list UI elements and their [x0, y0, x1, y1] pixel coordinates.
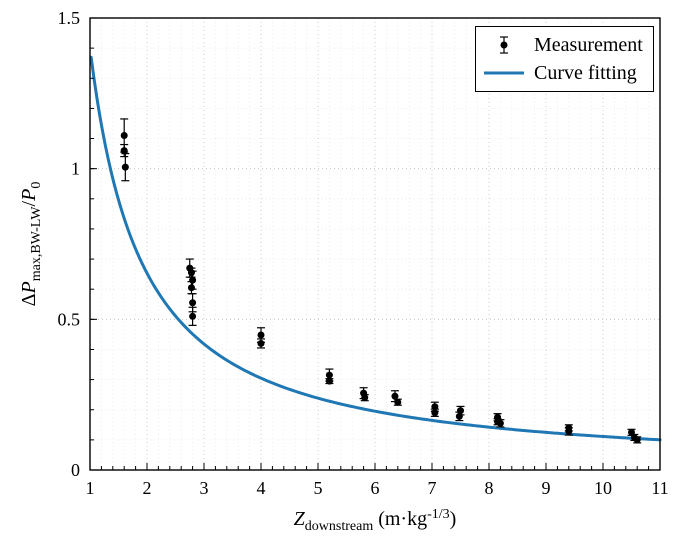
x-tick-label: 2	[143, 478, 152, 498]
x-tick-label: 11	[651, 478, 668, 498]
x-tick-label: 9	[542, 478, 551, 498]
curve-line-icon	[480, 61, 528, 85]
x-tick-label: 5	[314, 478, 323, 498]
chart-container: 1 2 3 4 5 6 7 8 9 10 11 0 0.5 1 1.5 Zdownstream (m·kg-1…	[0, 0, 685, 549]
y-tick-label: 1.5	[58, 8, 81, 28]
legend-item-curve: Curve fitting	[480, 59, 643, 87]
y-tick-label: 1	[71, 159, 80, 179]
measurement-marker-icon	[480, 33, 528, 57]
y-axis-label: ΔPmax,BW-LW/P0	[18, 182, 44, 307]
legend: Measurement Curve fitting	[475, 26, 654, 92]
x-tick-label: 4	[257, 478, 266, 498]
legend-label-curve: Curve fitting	[534, 62, 637, 85]
x-tick-label: 6	[371, 478, 380, 498]
legend-item-measurement: Measurement	[480, 31, 643, 59]
y-tick-label: 0.5	[58, 309, 81, 329]
x-tick-label: 8	[485, 478, 494, 498]
x-tick-label: 10	[594, 478, 612, 498]
x-tick-label: 1	[86, 478, 95, 498]
x-tick-label: 7	[428, 478, 437, 498]
y-tick-label: 0	[71, 460, 80, 480]
x-tick-label: 3	[200, 478, 209, 498]
legend-label-measurement: Measurement	[534, 34, 643, 57]
x-axis-label: Zdownstream (m·kg-1/3)	[294, 507, 457, 534]
